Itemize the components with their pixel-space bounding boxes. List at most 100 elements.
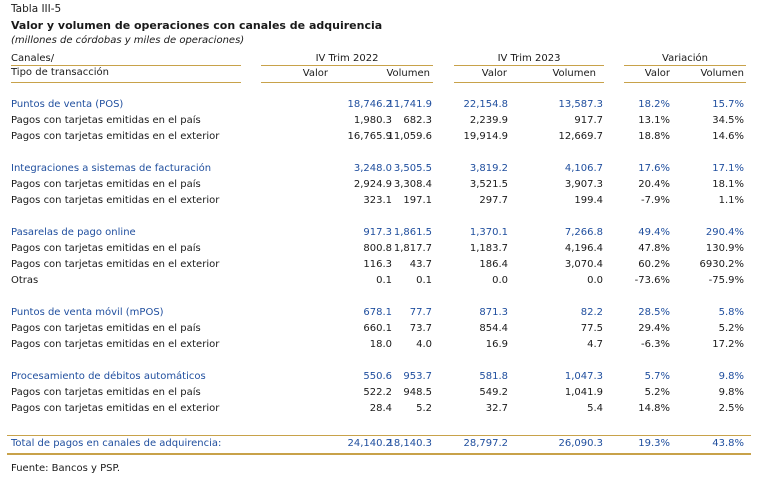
cell-variacion-volumen: 9.8% [718, 371, 744, 382]
table-row: Pagos con tarjetas emitidas en el exteri… [0, 339, 761, 355]
cell-variacion-volumen: 17.2% [712, 339, 744, 350]
header-rule-2022 [261, 65, 433, 66]
row-label: Pagos con tarjetas emitidas en el país [11, 179, 201, 190]
table-row: Pagos con tarjetas emitidas en el exteri… [0, 131, 761, 147]
cell-volumen-2022: 1,817.7 [393, 243, 432, 254]
cell-valor-2022: 18,746.2 [347, 99, 392, 110]
table-row: Pagos con tarjetas emitidas en el país 1,… [0, 115, 761, 131]
cell-valor-2023: 2,239.9 [469, 115, 508, 126]
cell-valor-2022: 1,980.3 [353, 115, 392, 126]
table-row: Pagos con tarjetas emitidas en el país 2,… [0, 179, 761, 195]
cell-valor-2022: 550.6 [363, 371, 392, 382]
row-label: Pagos con tarjetas emitidas en el exteri… [11, 339, 220, 350]
cell-valor-2023: 549.2 [479, 387, 508, 398]
cell-volumen-2023: 7,266.8 [564, 227, 603, 238]
total-variacion-volumen: 43.8% [712, 438, 744, 449]
header-col-label-1: Canales/ [11, 53, 55, 64]
header-bottom-rule-label [11, 82, 241, 83]
cell-variacion-volumen: 2.5% [718, 403, 744, 414]
header-sub-volumen-2022: Volumen [386, 68, 430, 79]
table-row: Pagos con tarjetas emitidas en el exteri… [0, 403, 761, 419]
cell-valor-2023: 297.7 [479, 195, 508, 206]
cell-volumen-2022: 948.5 [403, 387, 432, 398]
cell-volumen-2023: 0.0 [587, 275, 603, 286]
cell-valor-2023: 19,914.9 [463, 131, 508, 142]
header-bottom-rule-2023 [454, 82, 604, 83]
cell-variacion-volumen: 17.1% [712, 163, 744, 174]
cell-volumen-2023: 13,587.3 [558, 99, 603, 110]
cell-valor-2022: 116.3 [363, 259, 392, 270]
cell-valor-2023: 3,521.5 [469, 179, 508, 190]
total-label: Total de pagos en canales de adquirencia… [11, 438, 222, 449]
cell-variacion-valor: 14.8% [638, 403, 670, 414]
cell-valor-2022: 678.1 [363, 307, 392, 318]
table-row: Otras 0.1 0.1 0.0 0.0 -73.6% -75.9% [0, 275, 761, 291]
row-label: Otras [11, 275, 39, 286]
cell-variacion-valor: 47.8% [638, 243, 670, 254]
category-row: Procesamiento de débitos automáticos 550.… [0, 371, 761, 387]
table-row: Pagos con tarjetas emitidas en el exteri… [0, 195, 761, 211]
total-valor-2023: 28,797.2 [463, 438, 508, 449]
cell-volumen-2023: 77.5 [580, 323, 603, 334]
header-rule-2023 [454, 65, 604, 66]
cell-variacion-volumen: 290.4% [705, 227, 744, 238]
cell-volumen-2022: 682.3 [403, 115, 432, 126]
cell-valor-2023: 186.4 [479, 259, 508, 270]
row-label: Pagos con tarjetas emitidas en el exteri… [11, 403, 220, 414]
total-volumen-2022: 18,140.3 [387, 438, 432, 449]
cell-valor-2023: 32.7 [485, 403, 508, 414]
header-group-2022: IV Trim 2022 [315, 53, 379, 64]
total-volumen-2023: 26,090.3 [558, 438, 603, 449]
total-row: Total de pagos en canales de adquirencia… [0, 438, 761, 454]
cell-volumen-2023: 3,907.3 [564, 179, 603, 190]
cell-variacion-valor: 20.4% [638, 179, 670, 190]
cell-volumen-2022: 43.7 [409, 259, 432, 270]
cell-variacion-volumen: 5.8% [718, 307, 744, 318]
cell-valor-2022: 18.0 [369, 339, 392, 350]
total-bottom-rule [7, 453, 751, 455]
cell-volumen-2022: 5.2 [416, 403, 432, 414]
cell-valor-2023: 3,819.2 [469, 163, 508, 174]
cell-volumen-2022: 197.1 [403, 195, 432, 206]
total-variacion-valor: 19.3% [638, 438, 670, 449]
total-top-rule [7, 435, 751, 436]
cell-variacion-volumen: 5.2% [718, 323, 744, 334]
cell-volumen-2022: 0.1 [416, 275, 432, 286]
total-valor-2022: 24,140.2 [347, 438, 392, 449]
cell-volumen-2023: 4.7 [587, 339, 603, 350]
cell-volumen-2022: 11,741.9 [387, 99, 432, 110]
cell-volumen-2023: 82.2 [580, 307, 603, 318]
header-col-label-2: Tipo de transacción [11, 67, 109, 78]
cell-valor-2022: 16,765.9 [347, 131, 392, 142]
cell-variacion-valor: 18.8% [638, 131, 670, 142]
cell-variacion-volumen: 9.8% [718, 387, 744, 398]
row-label: Pagos con tarjetas emitidas en el país [11, 323, 201, 334]
cell-volumen-2022: 3,505.5 [393, 163, 432, 174]
cell-variacion-valor: -73.6% [634, 275, 670, 286]
cell-variacion-valor: 17.6% [638, 163, 670, 174]
cell-variacion-volumen: 15.7% [712, 99, 744, 110]
row-label: Pagos con tarjetas emitidas en el exteri… [11, 195, 220, 206]
cell-valor-2022: 28.4 [369, 403, 392, 414]
cell-valor-2023: 871.3 [479, 307, 508, 318]
row-label: Puntos de venta (POS) [11, 99, 124, 110]
table-label: Tabla III-5 [11, 3, 62, 15]
cell-variacion-valor: 60.2% [638, 259, 670, 270]
cell-valor-2022: 3,248.0 [353, 163, 392, 174]
cell-volumen-2023: 1,047.3 [564, 371, 603, 382]
header-sub-volumen-2023: Volumen [552, 68, 596, 79]
header-sub-valor-var: Valor [644, 68, 670, 79]
row-label: Pagos con tarjetas emitidas en el país [11, 387, 201, 398]
category-row: Puntos de venta (POS) 18,746.2 11,741.9 22,… [0, 99, 761, 115]
cell-volumen-2023: 4,196.4 [564, 243, 603, 254]
cell-volumen-2023: 4,106.7 [564, 163, 603, 174]
cell-variacion-volumen: 18.1% [712, 179, 744, 190]
cell-volumen-2023: 199.4 [574, 195, 603, 206]
cell-valor-2022: 0.1 [376, 275, 392, 286]
cell-volumen-2022: 4.0 [416, 339, 432, 350]
cell-valor-2023: 1,370.1 [469, 227, 508, 238]
cell-volumen-2023: 1,041.9 [564, 387, 603, 398]
cell-valor-2022: 800.8 [363, 243, 392, 254]
table-subtitle: (millones de córdobas y miles de operaci… [11, 35, 245, 46]
cell-volumen-2022: 77.7 [409, 307, 432, 318]
